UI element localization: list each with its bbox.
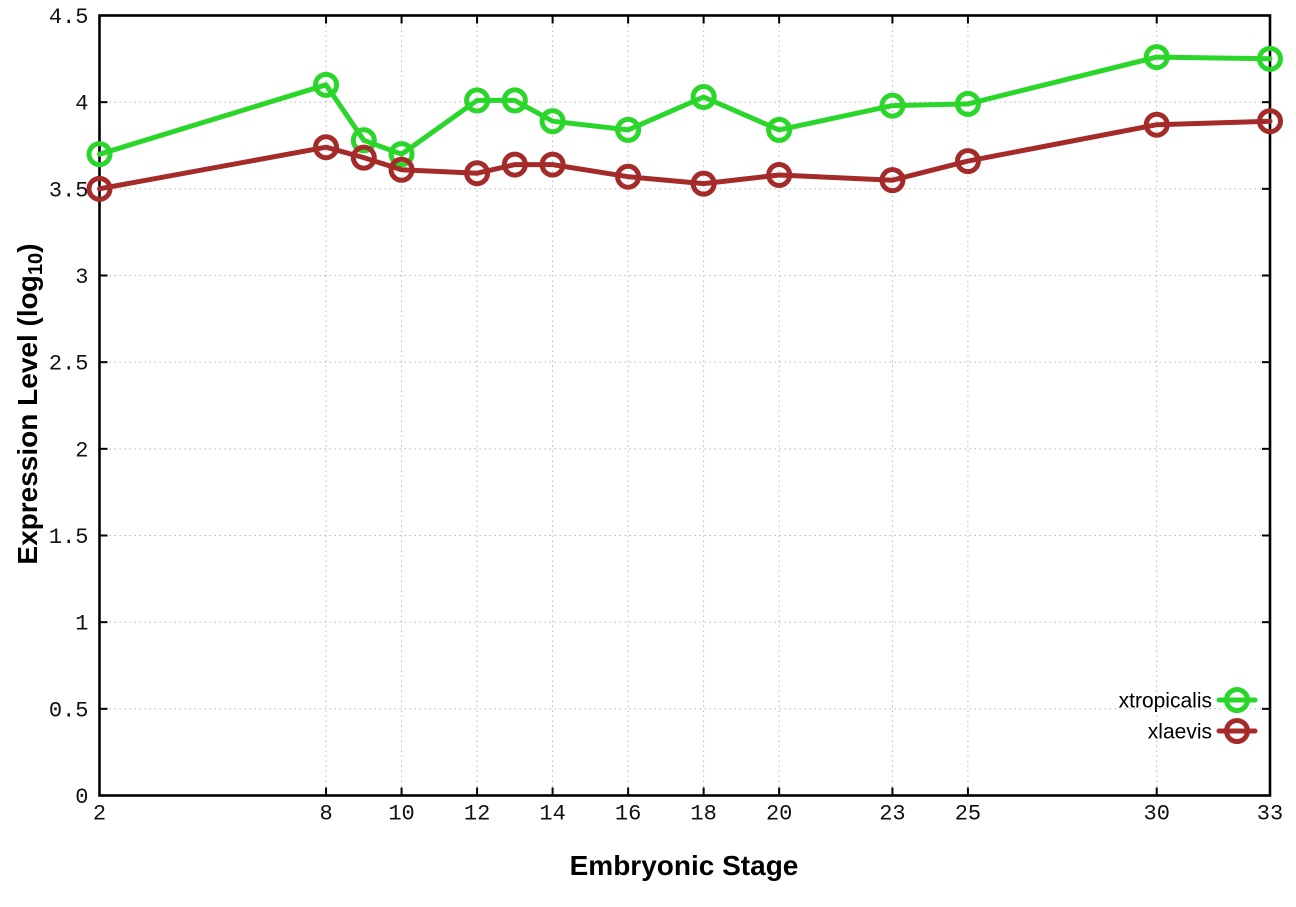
data-point-xtropicalis [501, 87, 528, 114]
data-point-xlaevis [539, 151, 566, 178]
data-point-xlaevis [86, 175, 113, 202]
x-tick-label: 25 [955, 802, 981, 827]
x-tick-label: 20 [766, 802, 792, 827]
data-point-xlaevis [1143, 111, 1170, 138]
legend-sample-marker-xtropicalis [1224, 687, 1250, 713]
x-tick-label: 23 [879, 802, 905, 827]
x-tick-label: 18 [690, 802, 716, 827]
y-tick-label: 2 [75, 438, 88, 463]
data-point-xtropicalis [1143, 44, 1170, 71]
y-tick-label: 4 [75, 92, 88, 117]
legend-label-xtropicalis: xtropicalis [1119, 690, 1212, 713]
legend-sample-marker-xlaevis [1224, 718, 1250, 744]
data-point-xtropicalis [539, 108, 566, 135]
data-point-xtropicalis [350, 127, 377, 154]
y-tick-label: 1 [75, 612, 88, 637]
data-point-xtropicalis [879, 92, 906, 119]
data-point-xtropicalis [388, 141, 415, 168]
x-tick-label: 8 [319, 802, 332, 827]
data-point-xlaevis [313, 134, 340, 161]
y-tick-label: 4.5 [49, 5, 89, 30]
x-tick-label: 30 [1144, 802, 1170, 827]
data-point-xlaevis [879, 167, 906, 194]
data-point-xlaevis [766, 161, 793, 188]
data-point-xtropicalis [86, 141, 113, 168]
y-tick-label: 0.5 [49, 698, 89, 723]
data-point-xlaevis [464, 160, 491, 187]
data-point-xtropicalis [766, 116, 793, 143]
y-axis-title-text: Expression Level (log [12, 275, 43, 565]
data-point-xtropicalis [954, 90, 981, 117]
data-point-xtropicalis [464, 87, 491, 114]
series-line-xlaevis [97, 118, 1273, 192]
y-tick-label: 2.5 [49, 352, 89, 377]
data-point-xlaevis [501, 151, 528, 178]
x-tick-label: 14 [539, 802, 565, 827]
y-tick-label: 3 [75, 265, 88, 290]
y-tick-label: 1.5 [49, 525, 89, 550]
x-tick-label: 12 [464, 802, 490, 827]
data-point-xlaevis [954, 148, 981, 175]
x-tick-label: 16 [615, 802, 641, 827]
data-point-xtropicalis [690, 83, 717, 110]
y-axis-title-suffix: ) [12, 243, 43, 253]
x-tick-label: 2 [93, 802, 106, 827]
data-point-xtropicalis [313, 71, 340, 98]
series-line-xtropicalis [97, 54, 1273, 157]
y-axis-title-subscript: 10 [25, 252, 48, 276]
x-axis-title: Embryonic Stage [569, 850, 799, 881]
data-point-xtropicalis [615, 116, 642, 143]
x-tick-label: 10 [388, 802, 414, 827]
plot-border [98, 14, 1272, 797]
legend-label-xlaevis: xlaevis [1148, 721, 1212, 744]
y-tick-label: 0 [75, 785, 88, 810]
data-point-xlaevis [350, 144, 377, 171]
data-point-xlaevis [1257, 108, 1283, 135]
x-tick-label: 33 [1257, 802, 1283, 827]
data-point-xtropicalis [1257, 45, 1283, 72]
data-point-xlaevis [690, 170, 717, 197]
data-point-xlaevis [615, 163, 642, 190]
y-tick-label: 3.5 [49, 178, 89, 203]
data-point-xlaevis [388, 156, 415, 183]
y-axis-title: Expression Level (log10) [12, 243, 48, 565]
